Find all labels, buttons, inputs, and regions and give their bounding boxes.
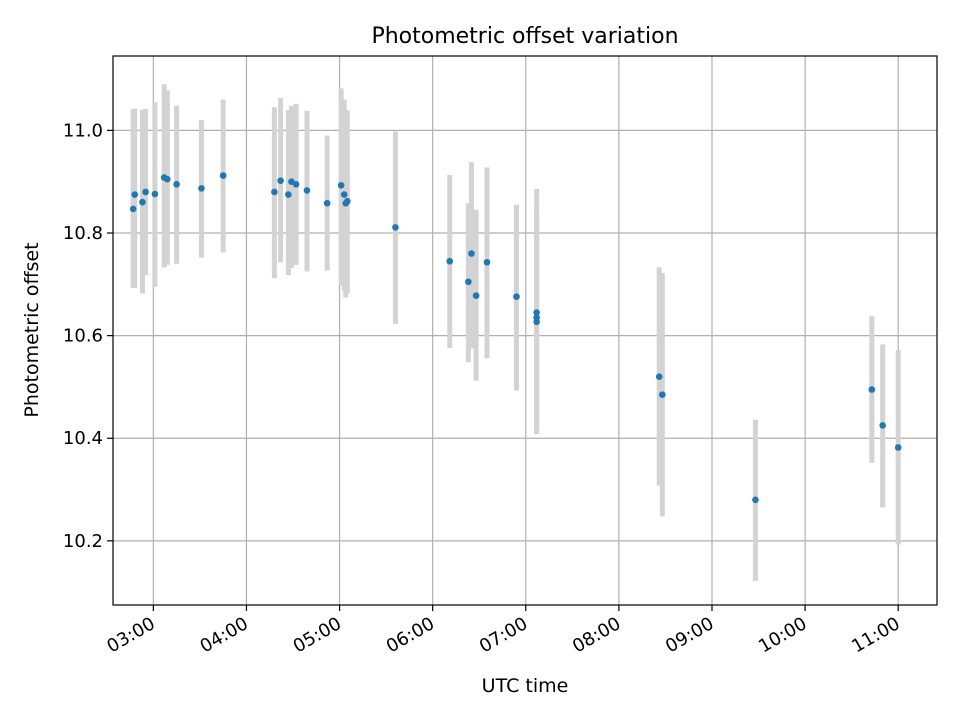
data-point — [271, 188, 278, 196]
y-tick-label: 10.2 — [63, 531, 103, 552]
data-point — [533, 309, 540, 316]
data-point — [277, 177, 284, 184]
data-point — [198, 185, 205, 192]
x-tick-label: 09:00 — [662, 613, 717, 657]
x-axis-label: UTC time — [482, 675, 569, 697]
data-point — [868, 386, 876, 393]
x-tick-label: 04:00 — [197, 613, 252, 657]
data-point — [219, 172, 227, 179]
data-point — [337, 181, 345, 189]
y-tick-label: 11.0 — [63, 120, 103, 141]
data-point — [472, 292, 480, 299]
data-points — [129, 172, 902, 504]
x-tick-label: 03:00 — [103, 613, 158, 657]
data-point — [131, 191, 139, 198]
data-point — [533, 318, 540, 326]
data-point — [894, 444, 902, 451]
data-point — [468, 250, 475, 257]
x-tick-label: 10:00 — [755, 613, 810, 657]
y-tick-label: 10.8 — [63, 223, 103, 244]
data-point — [164, 175, 171, 183]
error-bars — [130, 84, 901, 581]
data-point — [879, 422, 886, 429]
y-axis-ticks: 10.2 10.4 10.6 10.8 11.0 — [63, 120, 113, 552]
x-axis-ticks: 03:00 04:00 05:00 06:00 07:00 08:00 09:00 10:00… — [103, 605, 904, 657]
data-point — [655, 373, 663, 380]
data-point — [303, 187, 311, 194]
data-point — [340, 191, 348, 198]
grid — [113, 56, 937, 605]
data-point — [446, 257, 454, 265]
data-point — [151, 190, 159, 198]
x-tick-label: 11:00 — [848, 613, 903, 657]
data-point — [465, 278, 472, 286]
x-tick-label: 05:00 — [290, 613, 345, 657]
data-point — [344, 197, 351, 205]
plot-frame — [112, 55, 938, 606]
data-point — [292, 180, 300, 188]
x-tick-label: 07:00 — [476, 613, 531, 657]
y-tick-label: 10.4 — [63, 428, 103, 449]
data-point — [129, 205, 137, 213]
data-point — [285, 191, 292, 198]
data-point — [752, 496, 759, 504]
x-tick-label: 08:00 — [569, 613, 624, 657]
data-point — [483, 258, 491, 266]
x-tick-label: 06:00 — [383, 613, 438, 657]
data-point — [173, 180, 180, 188]
data-point — [139, 198, 146, 206]
data-point — [142, 188, 149, 196]
y-tick-label: 10.6 — [63, 326, 103, 347]
data-point — [659, 391, 666, 398]
chart-title: Photometric offset variation — [371, 24, 678, 49]
data-point — [392, 224, 399, 231]
data-point — [323, 199, 331, 207]
data-point — [513, 293, 520, 300]
y-axis-label: Photometric offset — [21, 242, 43, 417]
